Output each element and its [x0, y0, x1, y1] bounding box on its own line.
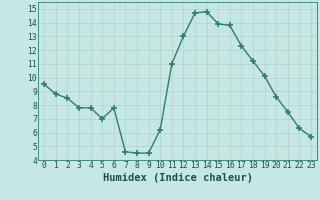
- X-axis label: Humidex (Indice chaleur): Humidex (Indice chaleur): [103, 173, 252, 183]
